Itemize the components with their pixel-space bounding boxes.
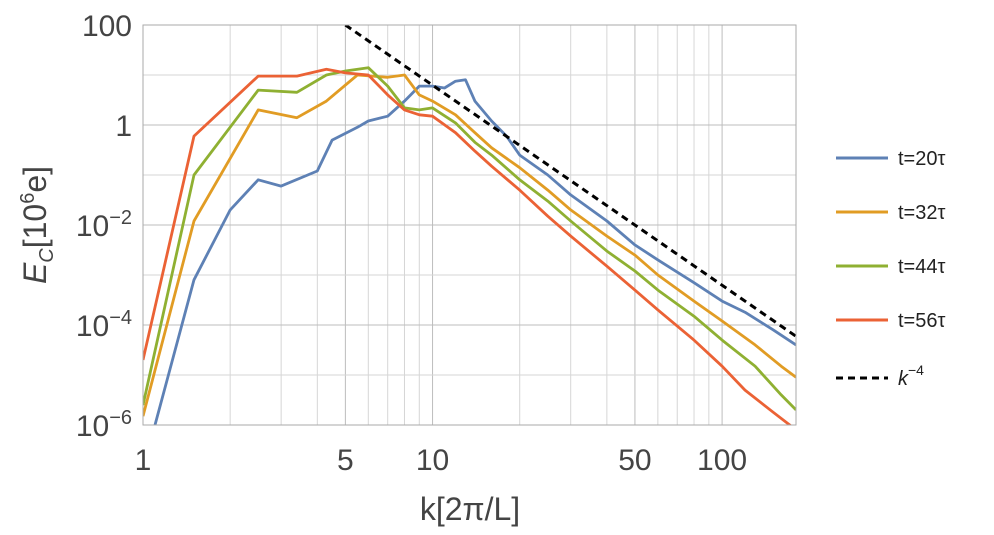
y-axis-title-sup: 6 — [17, 193, 39, 204]
tick-labels: 1 5 10 50 100 100 1 10−2 10−4 10−6 — [76, 10, 747, 477]
x-axis-title: k[2π/L] — [420, 491, 520, 527]
y-tick-label: 100 — [82, 10, 132, 43]
legend-label: t=20τ — [898, 148, 945, 170]
x-tick-label: 5 — [337, 444, 354, 477]
series-line-4 — [143, 67, 793, 425]
x-tick-label: 50 — [618, 444, 651, 477]
plot-frame — [142, 24, 797, 426]
legend-label: t=44τ — [898, 256, 945, 278]
y-tick-label: 10−2 — [76, 207, 132, 243]
legend-label: t=32τ — [898, 202, 945, 224]
y-axis-title-base: E — [17, 262, 53, 284]
y-tick-label: 1 — [115, 110, 132, 143]
y-axis-title: EC[106e] — [17, 166, 58, 284]
x-tick-label: 1 — [135, 444, 152, 477]
series-line-2 — [143, 73, 796, 417]
series-layer — [143, 25, 796, 425]
y-axis-title-unit: e] — [17, 166, 53, 193]
y-axis-title-open: [10 — [17, 204, 53, 248]
x-tick-label: 10 — [416, 444, 449, 477]
legend-label: k−4 — [898, 362, 924, 390]
y-tick-label: 10−4 — [76, 307, 132, 343]
y-tick-label: 10−6 — [76, 407, 132, 443]
legend: t=20τ t=32τ t=44τ t=56τ k−4 — [836, 148, 945, 390]
series-line-1 — [153, 78, 796, 425]
grid — [143, 24, 796, 426]
series-line-3 — [143, 66, 796, 411]
y-axis-title-sub: C — [36, 248, 58, 263]
x-tick-label: 100 — [697, 444, 747, 477]
legend-label: t=56τ — [898, 310, 945, 332]
series-line-5 — [344, 25, 796, 338]
